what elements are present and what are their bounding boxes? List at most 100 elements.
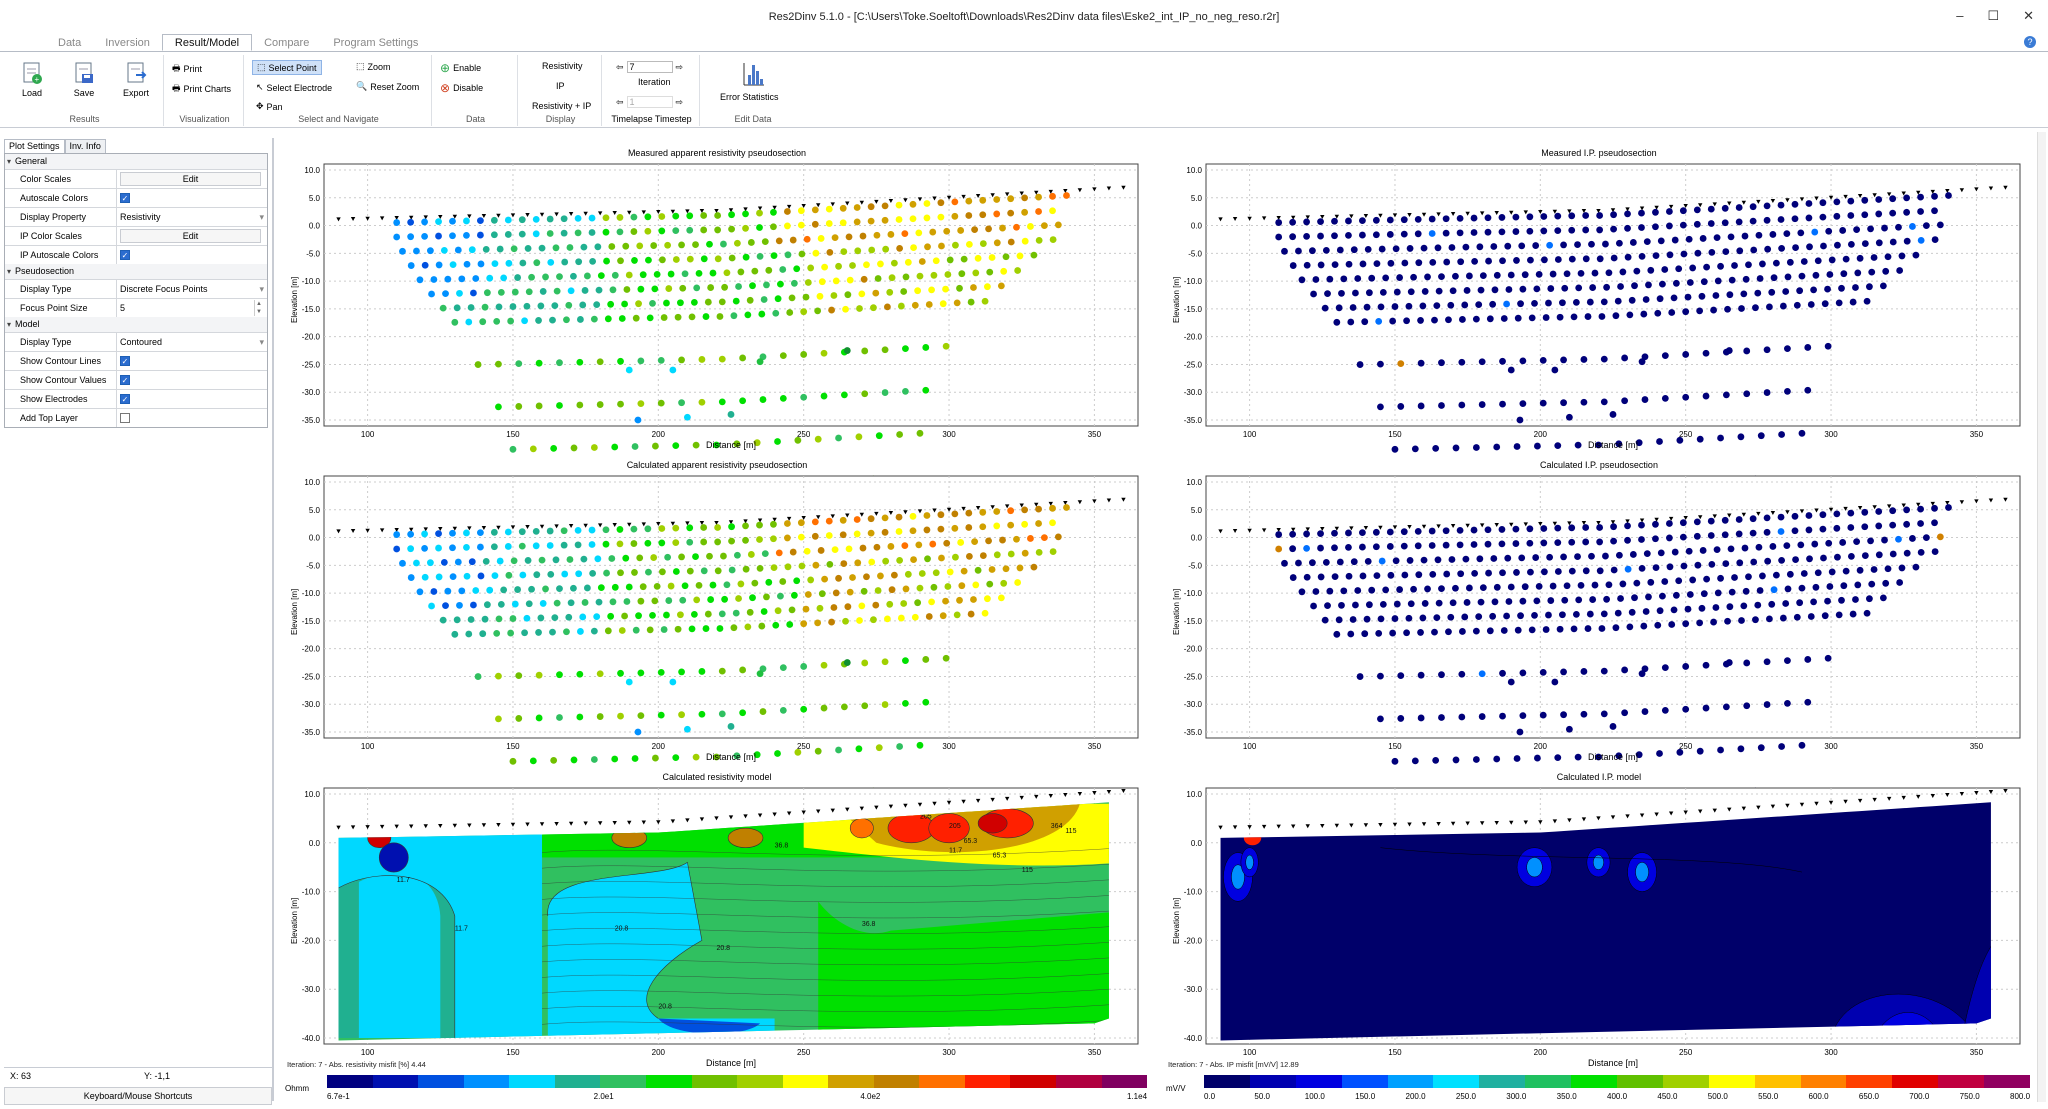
focus-point	[672, 524, 680, 532]
focus-point	[1498, 526, 1506, 533]
focus-point	[509, 757, 517, 765]
focus-point-size-input[interactable]: 5	[120, 303, 126, 313]
focus-point	[1561, 596, 1569, 604]
timestep-dropdown[interactable]: 1	[626, 96, 673, 108]
focus-point	[1750, 558, 1758, 566]
select-point-button[interactable]: ⬚ Select Point	[252, 60, 322, 75]
focus-point	[1638, 670, 1646, 678]
section-model[interactable]: Model	[5, 317, 267, 332]
print-button[interactable]: 🖶 Print	[172, 61, 202, 77]
keyboard-shortcuts-button[interactable]: Keyboard/Mouse Shortcuts	[4, 1087, 272, 1105]
zoom-button[interactable]: ⬚ Zoom	[356, 61, 391, 72]
focus-point	[881, 216, 889, 224]
tab-plot-settings[interactable]: Plot Settings	[4, 139, 65, 154]
focus-point	[1879, 282, 1887, 290]
splitter[interactable]	[272, 138, 274, 1101]
focus-point	[1415, 259, 1423, 267]
focus-point	[751, 579, 759, 587]
arrow-left-icon[interactable]: ⇦	[616, 96, 624, 107]
select-electrode-button[interactable]: ↖ Select Electrode	[256, 82, 333, 93]
focus-point	[707, 596, 715, 603]
focus-point	[1820, 242, 1827, 250]
focus-point	[550, 757, 558, 764]
color-scales-edit-button[interactable]: Edit	[120, 172, 261, 186]
display-resistivity-ip-button[interactable]: Resistivity + IP	[532, 101, 592, 111]
save-button[interactable]: Save	[64, 61, 104, 98]
tab-inv-info[interactable]: Inv. Info	[64, 139, 106, 154]
measured-resistivity-pseudosection[interactable]: Measured apparent resistivity pseudosect…	[284, 148, 1150, 496]
focus-point	[1002, 253, 1010, 261]
focus-point	[1574, 753, 1582, 761]
focus-point	[1588, 240, 1595, 248]
focus-point	[1349, 304, 1357, 311]
show-contour-values-checkbox[interactable]: ✓	[120, 375, 130, 385]
contour-line	[542, 847, 1109, 856]
show-contour-lines-checkbox[interactable]: ✓	[120, 356, 130, 366]
show-electrodes-checkbox[interactable]: ✓	[120, 394, 130, 404]
display-ip-button[interactable]: IP	[556, 81, 565, 91]
model-display-type-dropdown[interactable]: Contoured	[117, 333, 267, 351]
vertical-scrollbar[interactable]	[2037, 132, 2046, 1102]
measured-ip-pseudosection[interactable]: Measured I.P. pseudosection 10.0 5.0 0.0 -5…	[1166, 148, 2032, 496]
load-button[interactable]: + Load	[12, 61, 52, 98]
section-pseudosection[interactable]: Pseudosection	[5, 264, 267, 279]
focus-point	[1338, 601, 1345, 609]
ip-color-scales-edit-button[interactable]: Edit	[120, 229, 261, 243]
arrow-right-icon[interactable]: ⇨	[675, 96, 684, 107]
minimize-button[interactable]: –	[1956, 8, 1964, 23]
tab-program-settings[interactable]: Program Settings	[333, 37, 419, 49]
tab-inversion[interactable]: Inversion	[105, 37, 150, 49]
iteration-dropdown[interactable]: 7	[626, 61, 673, 73]
focus-point	[1712, 292, 1720, 299]
calculated-resistivity-pseudosection[interactable]: Calculated apparent resistivity pseudose…	[284, 460, 1150, 808]
electrode-marker	[772, 517, 777, 522]
calculated-ip-model[interactable]: Calculated I.P. model 10.0 0.0 -10.0 -20.0-…	[1166, 772, 2032, 1068]
focus-point	[957, 539, 965, 546]
arrow-right-icon[interactable]: ⇨	[675, 61, 684, 72]
focus-point	[867, 217, 875, 225]
help-icon[interactable]: ?	[2024, 36, 2036, 48]
focus-point	[1372, 216, 1380, 224]
disable-button[interactable]: ⊗ Disable	[440, 81, 484, 95]
focus-point	[1540, 227, 1548, 235]
error-statistics-button[interactable]: Error Statistics	[720, 61, 780, 102]
autoscale-colors-checkbox[interactable]: ✓	[120, 193, 130, 203]
ps-display-type-dropdown[interactable]: Discrete Focus Points	[117, 280, 267, 298]
x-tick-label: 150	[1388, 1048, 1402, 1057]
reset-zoom-button[interactable]: 🔍 Reset Zoom	[356, 81, 420, 92]
maximize-button[interactable]: ☐	[1987, 8, 2000, 23]
iteration-selector[interactable]: ⇦ 7 ⇨	[616, 61, 683, 73]
tab-compare[interactable]: Compare	[264, 37, 310, 49]
tab-data[interactable]: Data	[58, 37, 82, 49]
display-property-dropdown[interactable]: Resistivity	[117, 208, 267, 226]
focus-point	[928, 286, 935, 294]
spinner-arrows-icon[interactable]: ▲ ▼	[254, 300, 263, 316]
contour-label: 20.8	[615, 926, 629, 933]
focus-point	[1540, 525, 1548, 532]
timestep-selector[interactable]: ⇦ 1 ⇨	[616, 96, 683, 108]
section-general[interactable]: General	[5, 154, 267, 169]
enable-button[interactable]: ⊕ Enable	[440, 61, 482, 75]
colorbar-swatch	[691, 1075, 738, 1088]
focus-point	[537, 614, 545, 622]
calculated-resistivity-model[interactable]: Calculated resistivity model 10.0 0.0 -10.…	[284, 772, 1150, 1068]
calculated-ip-pseudosection[interactable]: Calculated I.P. pseudosection 10.0 5.0 0.0…	[1166, 460, 2032, 808]
focus-point	[1656, 295, 1664, 303]
display-resistivity-button[interactable]: Resistivity	[542, 61, 583, 71]
focus-point	[596, 670, 604, 678]
focus-point	[652, 754, 659, 762]
ip-autoscale-checkbox[interactable]: ✓	[120, 250, 130, 260]
arrow-left-icon[interactable]: ⇦	[616, 61, 624, 72]
tab-result-model[interactable]: Result/Model	[161, 34, 253, 51]
focus-point	[1417, 359, 1425, 367]
add-top-layer-checkbox[interactable]	[120, 413, 130, 423]
export-button[interactable]: Export	[116, 61, 156, 98]
focus-point	[1596, 226, 1604, 234]
focus-point	[723, 269, 731, 277]
print-charts-button[interactable]: 🖶 Print Charts	[172, 81, 231, 97]
close-button[interactable]: ✕	[2023, 8, 2034, 23]
focus-point	[929, 540, 937, 548]
pan-button[interactable]: ✥ Pan	[256, 101, 283, 112]
focus-point	[1397, 403, 1405, 410]
focus-point	[652, 442, 659, 450]
